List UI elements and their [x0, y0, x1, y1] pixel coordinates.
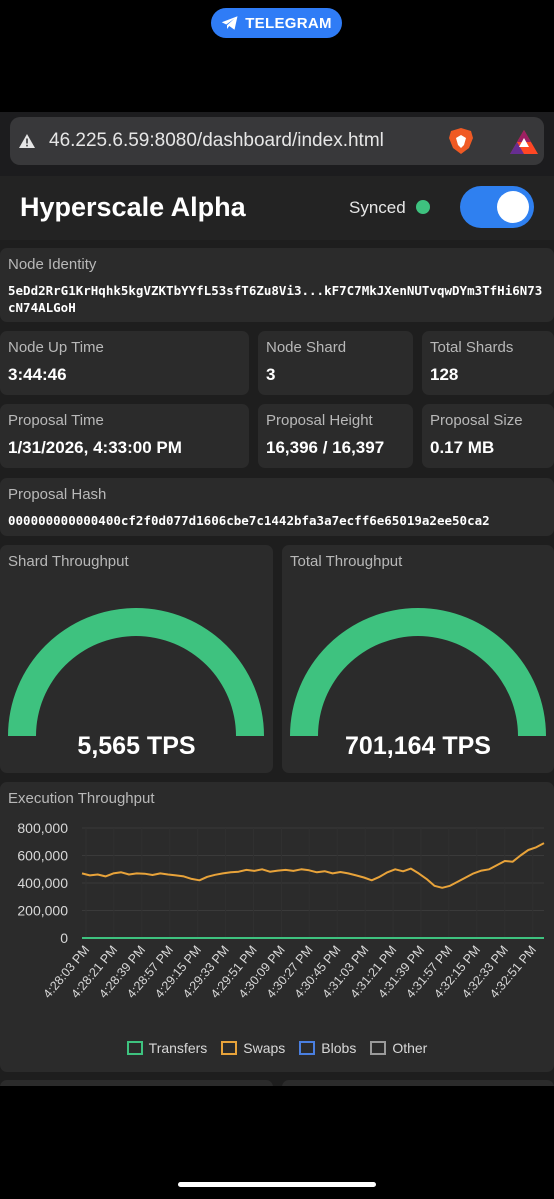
proposal-height-card: Proposal Height 16,396 / 16,397 [258, 404, 413, 468]
telegram-icon [221, 16, 238, 30]
legend-label: Swaps [243, 1040, 286, 1056]
legend-item-swaps[interactable]: Swaps [221, 1040, 285, 1056]
card-label: Node Shard [266, 339, 347, 356]
chart-legend: Transfers Swaps Blobs Other [0, 1040, 554, 1056]
y-tick-label: 200,000 [17, 903, 68, 919]
legend-swatch [126, 1041, 143, 1055]
telegram-return-pill[interactable]: TELEGRAM [211, 8, 342, 38]
legend-swatch [221, 1041, 238, 1055]
gauge-value: 701,164 TPS [345, 732, 491, 760]
series-line-swaps [81, 842, 545, 889]
total-shards-card: Total Shards 128 [422, 331, 554, 395]
gauge-value: 5,565 TPS [77, 732, 196, 760]
bottom-system-bar [0, 1086, 554, 1199]
legend-label: Transfers [148, 1040, 208, 1056]
legend-item-other[interactable]: Other [370, 1040, 427, 1056]
browser-toolbar: 46.225.6.59:8080/dashboard/index.html [0, 112, 554, 176]
legend-label: Blobs [321, 1040, 357, 1056]
legend-swatch [299, 1041, 316, 1055]
card-value: 3 [266, 365, 276, 384]
card-value: 1/31/2026, 4:33:00 PM [8, 438, 182, 457]
card-label: Total Shards [430, 339, 514, 356]
node-up-time-card: Node Up Time 3:44:46 [0, 331, 249, 395]
sync-toggle[interactable] [460, 186, 534, 228]
node-identity-card: Node Identity 5eDd2RrG1KrHqhk5kgVZKTbYYf… [0, 248, 554, 322]
card-label: Proposal Size [430, 412, 523, 429]
address-bar[interactable]: 46.225.6.59:8080/dashboard/index.html [10, 117, 544, 165]
y-tick-label: 400,000 [17, 875, 68, 891]
total-throughput-card: Total Throughput 701,164 TPS [282, 545, 554, 773]
proposal-size-card: Proposal Size 0.17 MB [422, 404, 554, 468]
home-indicator[interactable] [178, 1182, 376, 1187]
sync-status-label: Synced [349, 198, 406, 217]
next-card-right [282, 1080, 554, 1086]
y-tick-label: 600,000 [17, 848, 68, 864]
card-value: 3:44:46 [8, 365, 67, 384]
warning-icon[interactable] [17, 131, 37, 151]
total-throughput-gauge [290, 608, 546, 736]
legend-label: Other [392, 1040, 428, 1056]
legend-item-transfers[interactable]: Transfers [126, 1040, 208, 1056]
sync-status-indicator [416, 200, 430, 214]
y-tick-label: 800,000 [17, 820, 68, 836]
y-tick-label: 0 [60, 930, 68, 946]
proposal-hash-value: 000000000000400cf2f0d077d1606cbe7c1442bf… [8, 513, 490, 528]
card-value: 128 [430, 365, 459, 384]
brave-rewards-icon[interactable] [508, 128, 540, 156]
shard-throughput-gauge [8, 608, 264, 736]
gauge-arc [290, 608, 546, 736]
node-shard-card: Node Shard 3 [258, 331, 413, 395]
execution-throughput-card: Execution Throughput 800,000 600,000 400,0… [0, 782, 554, 1072]
card-label: Node Identity [8, 256, 97, 273]
gauge-arc [8, 608, 264, 736]
chart-title: Execution Throughput [8, 790, 155, 807]
proposal-hash-card: Proposal Hash 000000000000400cf2f0d077d1… [0, 478, 554, 536]
page-title: Hyperscale Alpha [20, 192, 246, 222]
proposal-time-card: Proposal Time 1/31/2026, 4:33:00 PM [0, 404, 249, 468]
card-value: 16,396 / 16,397 [266, 438, 385, 457]
card-label: Proposal Time [8, 412, 104, 429]
dashboard-header: Hyperscale Alpha Synced [0, 176, 554, 240]
next-card-left [0, 1080, 273, 1086]
node-identity-value: 5eDd2RrG1KrHqhk5kgVZKTbYYfL53sfT6Zu8Vi3.… [8, 283, 543, 315]
card-label: Shard Throughput [8, 553, 129, 570]
card-label: Proposal Hash [8, 486, 107, 503]
telegram-label: TELEGRAM [245, 14, 332, 32]
card-label: Total Throughput [290, 553, 403, 570]
brave-shields-icon[interactable] [446, 126, 476, 156]
toggle-knob [497, 191, 529, 223]
card-label: Node Up Time [8, 339, 104, 356]
legend-item-blobs[interactable]: Blobs [299, 1040, 356, 1056]
card-label: Proposal Height [266, 412, 373, 429]
dashboard-page: Hyperscale Alpha Synced Node Identity 5e… [0, 176, 554, 1086]
url-text[interactable]: 46.225.6.59:8080/dashboard/index.html [49, 130, 384, 151]
card-value: 0.17 MB [430, 438, 495, 457]
shard-throughput-card: Shard Throughput 5,565 TPS [0, 545, 273, 773]
legend-swatch [370, 1041, 387, 1055]
